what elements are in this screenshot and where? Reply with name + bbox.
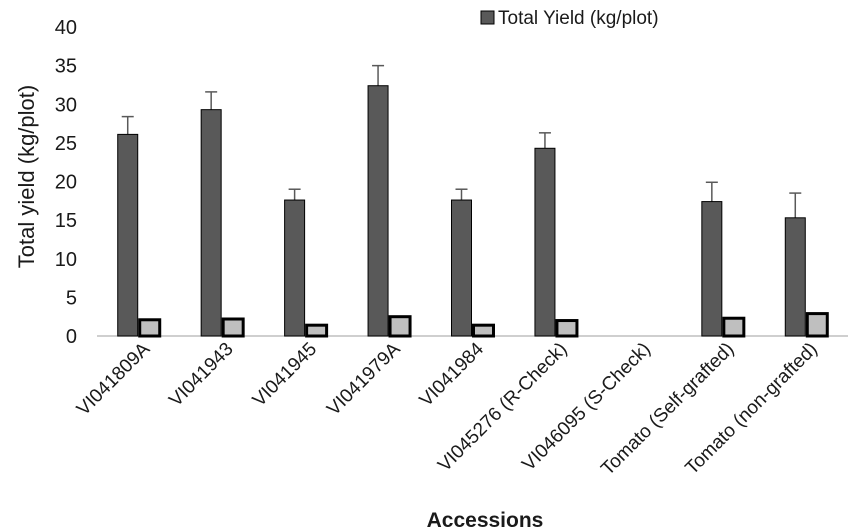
legend-label-total-yield: Total Yield (kg/plot) <box>498 8 659 29</box>
error-bars <box>121 64 802 218</box>
x-category-label: VI041984 <box>416 338 489 411</box>
bar-secondary <box>305 323 329 338</box>
y-tick-label: 0 <box>66 326 77 348</box>
x-category-label: VI041945 <box>249 339 321 411</box>
bar-secondary <box>221 317 245 338</box>
bar-total-yield <box>284 199 306 337</box>
bar-secondary <box>555 319 579 338</box>
y-tick-label: 15 <box>55 210 77 232</box>
y-tick-label: 30 <box>55 94 77 116</box>
x-category-label: VI041809A <box>73 338 155 420</box>
y-tick-label: 35 <box>55 56 77 78</box>
y-axis-label: Total yield (kg/plot) <box>14 85 39 268</box>
bar-total-yield <box>367 85 389 337</box>
y-tick-label: 10 <box>55 249 77 271</box>
legend: Total Yield (kg/plot) <box>480 8 659 29</box>
bar-total-yield <box>534 147 556 337</box>
x-category-label: VI041979A <box>323 338 405 420</box>
bar-secondary <box>722 316 746 338</box>
bar-total-yield <box>701 201 723 337</box>
y-tick-label: 40 <box>55 17 77 39</box>
bar-total-yield <box>784 217 806 337</box>
bar-secondary <box>805 312 829 338</box>
x-axis-label: Accessions <box>427 509 544 531</box>
y-axis-ticks: 0 5 10 15 20 25 30 35 40 <box>55 17 77 348</box>
y-tick-label: 20 <box>55 172 77 194</box>
bar-total-yield <box>200 109 222 337</box>
x-category-label: VI041943 <box>165 339 237 411</box>
legend-swatch-total-yield <box>480 10 495 25</box>
y-tick-label: 5 <box>66 287 77 309</box>
x-axis-categories: VI041809A VI041943 VI041945 VI041979A VI0419… <box>73 338 822 479</box>
y-tick-label: 25 <box>55 133 77 155</box>
bar-secondary <box>138 318 162 338</box>
bar-total-yield <box>117 133 139 337</box>
bar-secondary <box>388 315 412 338</box>
bars <box>117 85 829 338</box>
bar-secondary <box>472 323 495 338</box>
bar-total-yield <box>451 199 472 337</box>
